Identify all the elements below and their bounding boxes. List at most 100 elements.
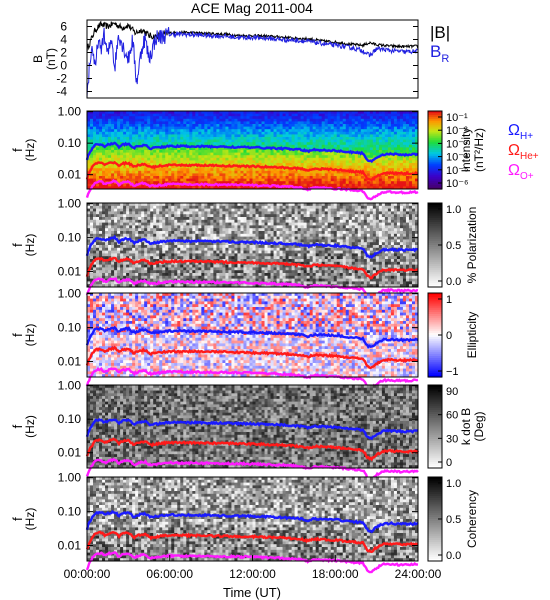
heatmap-cell (207, 178, 211, 182)
heatmap-cell (111, 131, 115, 135)
heatmap-cell (168, 176, 172, 180)
heatmap-cell (171, 113, 175, 117)
heatmap-cell (264, 150, 269, 154)
heatmap-cell (225, 176, 229, 180)
heatmap-cell (210, 124, 214, 128)
heatmap-cell (261, 116, 266, 120)
heatmap-cell (237, 160, 241, 164)
heatmap-cell (144, 173, 148, 177)
heatmap-cell (192, 124, 196, 128)
heatmap-cell (264, 116, 269, 120)
heatmap-cell (231, 111, 235, 115)
heatmap-cell (123, 168, 127, 172)
heatmap-cell (216, 116, 220, 120)
heatmap-cell (108, 183, 112, 187)
heatmap-cell (117, 124, 121, 128)
heatmap-cell (108, 111, 112, 115)
heatmap-cell (132, 163, 136, 167)
heatmap-cell (162, 173, 166, 177)
heatmap-cell (234, 121, 238, 125)
heatmap-cell (117, 178, 121, 182)
heatmap-cell (240, 170, 244, 174)
heatmap-cell (225, 142, 229, 146)
heatmap-cell (222, 129, 226, 133)
heatmap-cell (276, 139, 281, 143)
heatmap-cell (213, 168, 217, 172)
heatmap-cell (174, 113, 178, 117)
heatmap-cell (135, 111, 139, 115)
heatmap-cell (174, 168, 178, 172)
heatmap-cell (105, 176, 109, 180)
heatmap-cell (204, 129, 208, 133)
heatmap-cell (228, 134, 232, 138)
heatmap-cell (207, 131, 211, 135)
heatmap-cell (114, 129, 118, 133)
heatmap-cell (228, 150, 232, 154)
heatmap-cell (159, 134, 163, 138)
heatmap-cell (213, 170, 217, 174)
heatmap-cell (135, 124, 139, 128)
legend-entry: ΩH+ (508, 122, 533, 142)
heatmap-cell (234, 137, 238, 141)
heatmap-cell (216, 150, 220, 154)
heatmap-cell (186, 124, 190, 128)
heatmap-cell (195, 134, 199, 138)
heatmap-cell (147, 126, 151, 130)
heatmap-cell (198, 124, 202, 128)
heatmap-cell (177, 186, 181, 190)
heatmap-cell (156, 173, 160, 177)
heatmap-cell (195, 176, 199, 180)
heatmap-cell (150, 160, 154, 164)
heatmap-cell (87, 163, 91, 167)
heatmap-cell (255, 181, 260, 185)
heatmap-cell (162, 170, 166, 174)
heatmap-cell (240, 134, 244, 138)
heatmap-cell (138, 111, 142, 115)
heatmap-cell (162, 124, 166, 128)
heatmap-cell (258, 129, 263, 133)
heatmap-cell (96, 144, 100, 148)
heatmap-cell (240, 116, 244, 120)
heatmap-cell (255, 131, 260, 135)
heatmap-cell (258, 168, 263, 172)
heatmap-cell (180, 124, 184, 128)
heatmap-cell (117, 142, 121, 146)
heatmap-cell (261, 173, 266, 177)
heatmap-cell (261, 126, 266, 130)
heatmap-cell (180, 147, 184, 151)
heatmap-cell (120, 126, 124, 130)
heatmap-cell (165, 142, 169, 146)
heatmap-cell (201, 113, 205, 117)
heatmap-cell (252, 152, 257, 156)
heatmap-cell (132, 134, 136, 138)
heatmap-cell (216, 137, 220, 141)
heatmap-cell (231, 170, 235, 174)
heatmap-cell (198, 137, 202, 141)
colorbar-units-text: (nT²/Hz) (472, 128, 486, 172)
heatmap-cell (186, 134, 190, 138)
heatmap-cell (213, 157, 217, 161)
heatmap-cell (105, 118, 109, 122)
heatmap-cell (219, 137, 223, 141)
heatmap-cell (183, 186, 187, 190)
heatmap-cell (126, 121, 130, 125)
heatmap-cell (87, 160, 91, 164)
heatmap-cell (234, 157, 238, 161)
heatmap-cell (135, 121, 139, 125)
heatmap-cell (177, 124, 181, 128)
heatmap-cell (150, 152, 154, 156)
heatmap-cell (204, 134, 208, 138)
heatmap-cell (249, 157, 253, 161)
heatmap-cell (117, 160, 121, 164)
heatmap-cell (258, 134, 263, 138)
heatmap-cell (147, 178, 151, 182)
heatmap-cell (90, 157, 94, 161)
heatmap-cell (237, 137, 241, 141)
heatmap-cell (186, 113, 190, 117)
heatmap-cell (171, 111, 175, 115)
heatmap-cell (219, 124, 223, 128)
heatmap-cell (225, 111, 229, 115)
heatmap-cell (225, 121, 229, 125)
heatmap-cell (147, 137, 151, 141)
heatmap-cell (159, 121, 163, 125)
